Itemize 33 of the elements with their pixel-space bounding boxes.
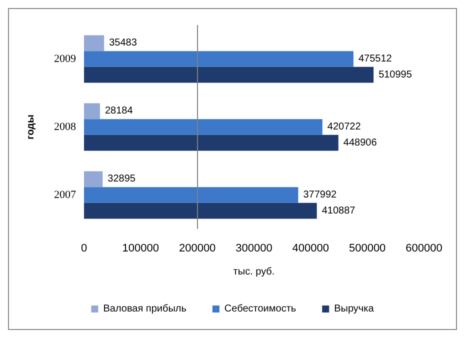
data-label: 410887 <box>322 205 356 216</box>
bar <box>84 187 298 203</box>
legend-label: Выручка <box>334 304 374 314</box>
bar <box>84 66 374 83</box>
bar <box>84 51 354 67</box>
bar <box>84 35 104 52</box>
data-label: 510995 <box>378 69 412 80</box>
x-tick-label: 100000 <box>122 242 160 254</box>
y-tick-label: 2008 <box>54 121 76 133</box>
bar <box>84 171 103 188</box>
data-label: 28184 <box>104 106 134 117</box>
data-label: 32895 <box>108 174 136 185</box>
bar <box>84 134 338 151</box>
x-tick-label: 500000 <box>348 242 386 254</box>
data-label: 475512 <box>358 54 392 64</box>
bar <box>84 202 317 219</box>
bar <box>84 103 100 120</box>
legend-label: Валовая прибыль <box>103 304 186 314</box>
x-tick-label: 600000 <box>406 242 442 254</box>
bar <box>84 119 322 135</box>
x-tick-label: 300000 <box>236 242 272 254</box>
x-tick-label: 0 <box>80 242 88 254</box>
data-label: 448906 <box>343 137 378 148</box>
data-label: 35483 <box>109 38 138 49</box>
y-axis-title: годы <box>26 114 36 140</box>
x-tick-label: 200000 <box>178 242 216 254</box>
x-axis-title: тыс. руб. <box>233 266 275 278</box>
y-tick-label: 2009 <box>54 53 76 65</box>
data-label: 377992 <box>303 190 338 200</box>
y-tick-label: 2007 <box>54 189 76 201</box>
legend-label: Себестоимость <box>224 304 296 314</box>
data-label: 420722 <box>327 122 362 132</box>
x-tick-label: 400000 <box>292 242 330 254</box>
